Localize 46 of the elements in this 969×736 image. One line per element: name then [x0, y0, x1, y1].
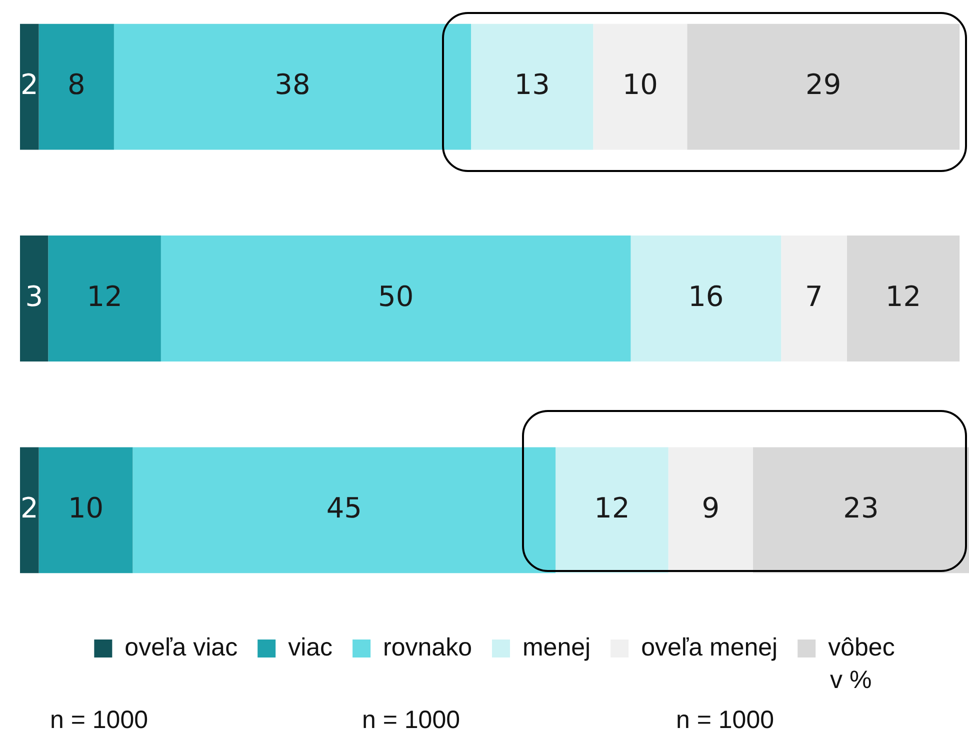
bar: [132, 447, 556, 574]
text: v %: [830, 666, 872, 695]
data-label: 12: [885, 280, 922, 313]
data-label: 8: [67, 68, 86, 102]
text: n = 1000: [50, 706, 148, 735]
data-label: 2: [20, 68, 38, 102]
bar: [752, 447, 969, 574]
data-label: 50: [378, 280, 414, 313]
data-label: 10: [68, 491, 104, 524]
data-label: 16: [688, 280, 724, 313]
bar: [114, 24, 472, 150]
data-label: 3: [25, 280, 44, 313]
bar: [781, 236, 847, 362]
data-label: 9: [702, 491, 720, 524]
legend-label: oveľa viac: [124, 633, 238, 662]
data-label: 38: [274, 68, 310, 102]
bar: [687, 24, 960, 150]
bar: [48, 236, 161, 362]
bar: [593, 24, 688, 150]
legend-label: rovnako: [383, 633, 472, 662]
bar: [630, 236, 782, 362]
bar: [846, 236, 960, 362]
legend-label: viac: [288, 633, 333, 662]
bar: [668, 447, 753, 574]
bar: [556, 447, 668, 574]
text: n = 1000: [362, 706, 460, 735]
data-label: 13: [514, 68, 550, 102]
data-label: 45: [326, 491, 362, 524]
bar: [38, 447, 133, 574]
data-label: 29: [806, 68, 842, 102]
text: n = 1000: [676, 706, 774, 735]
bar: [20, 24, 39, 150]
bar: [160, 236, 631, 362]
legend-label: menej: [522, 633, 591, 662]
legend-label: vôbec: [828, 633, 895, 662]
bar: [20, 236, 48, 362]
bar: [20, 447, 39, 574]
data-label: 7: [805, 280, 823, 313]
data-label: 23: [843, 491, 879, 524]
data-label: 10: [622, 68, 658, 102]
legend-label: oveľa menej: [641, 633, 778, 662]
data-label: 12: [594, 491, 630, 524]
data-label: 2: [20, 491, 38, 524]
bar: [38, 24, 114, 150]
bar: [471, 24, 594, 150]
data-label: 12: [86, 280, 122, 313]
